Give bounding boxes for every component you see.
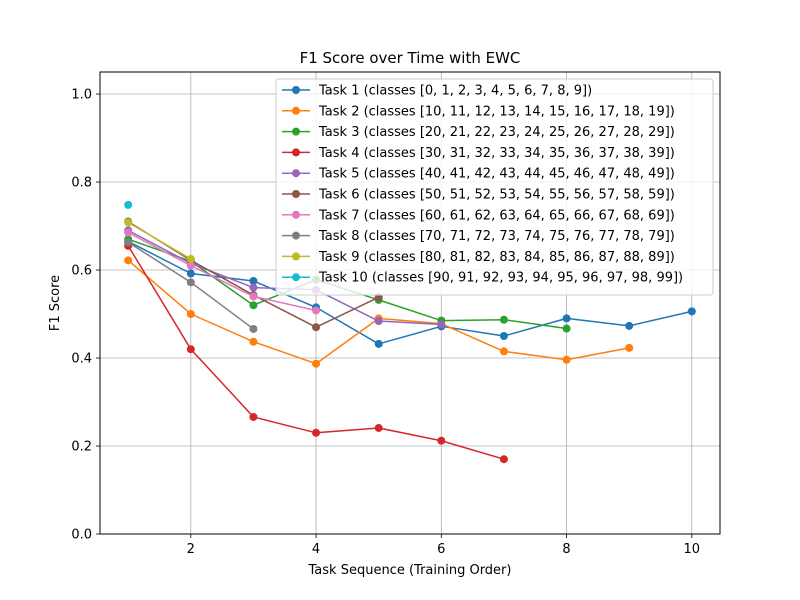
y-tick-label: 0.0 bbox=[71, 528, 92, 543]
series-line bbox=[127, 231, 317, 312]
data-point bbox=[499, 332, 508, 340]
legend-label: Task 7 (classes [60, 61, 62, 63, 64, 65,… bbox=[318, 208, 675, 223]
legend-marker bbox=[292, 252, 300, 261]
data-point bbox=[499, 455, 508, 464]
x-tick-label: 2 bbox=[187, 542, 195, 557]
legend-marker bbox=[292, 190, 300, 198]
data-point bbox=[249, 283, 258, 292]
series-task-10 bbox=[124, 200, 133, 209]
data-point bbox=[124, 238, 133, 247]
y-tick-label: 0.2 bbox=[71, 440, 92, 455]
y-axis-title: F1 Score bbox=[48, 275, 63, 331]
data-point bbox=[249, 337, 258, 346]
legend-label: Task 1 (classes [0, 1, 2, 3, 4, 5, 6, 7,… bbox=[318, 84, 592, 99]
legend-label: Task 8 (classes [70, 71, 72, 73, 74, 75,… bbox=[318, 229, 675, 244]
data-point bbox=[687, 307, 696, 316]
series-task-8 bbox=[124, 238, 258, 333]
x-axis-title: Task Sequence (Training Order) bbox=[308, 563, 512, 578]
legend-item: Task 7 (classes [60, 61, 62, 63, 64, 65,… bbox=[282, 208, 675, 223]
data-point bbox=[249, 412, 258, 421]
legend-label: Task 4 (classes [30, 31, 32, 33, 34, 35,… bbox=[318, 146, 675, 161]
data-point bbox=[249, 292, 258, 301]
legend-marker bbox=[292, 86, 300, 94]
legend-label: Task 9 (classes [80, 81, 82, 83, 84, 85,… bbox=[318, 250, 675, 265]
data-point bbox=[249, 301, 258, 310]
legend-item: Task 1 (classes [0, 1, 2, 3, 4, 5, 6, 7,… bbox=[282, 84, 592, 99]
y-tick-label: 0.6 bbox=[71, 264, 92, 279]
legend-item: Task 9 (classes [80, 81, 82, 83, 84, 85,… bbox=[282, 250, 675, 265]
data-point bbox=[124, 218, 133, 227]
legend-item: Task 5 (classes [40, 41, 42, 43, 44, 45,… bbox=[282, 167, 675, 182]
data-point bbox=[374, 317, 383, 326]
data-point bbox=[625, 343, 634, 352]
legend-item: Task 2 (classes [10, 11, 12, 13, 14, 15,… bbox=[282, 104, 675, 119]
y-tick-label: 0.8 bbox=[71, 176, 92, 191]
data-point bbox=[186, 278, 195, 287]
data-point bbox=[186, 255, 195, 263]
x-tick-label: 4 bbox=[312, 542, 320, 557]
legend-marker bbox=[292, 273, 300, 282]
series-task-4 bbox=[124, 241, 508, 464]
series-layer bbox=[124, 200, 696, 464]
legend-box bbox=[275, 78, 714, 296]
data-point bbox=[562, 355, 571, 364]
data-point bbox=[124, 256, 133, 265]
data-point bbox=[124, 228, 133, 237]
data-point bbox=[312, 306, 321, 315]
data-point bbox=[625, 321, 634, 330]
data-point bbox=[562, 324, 571, 333]
legend-item: Task 6 (classes [50, 51, 52, 53, 54, 55,… bbox=[282, 188, 675, 203]
legend-item: Task 10 (classes [90, 91, 92, 93, 94, 95… bbox=[282, 271, 683, 286]
data-point bbox=[374, 423, 383, 432]
y-tick-label: 0.4 bbox=[71, 352, 92, 367]
data-point bbox=[186, 261, 195, 270]
data-point bbox=[374, 339, 383, 348]
data-point bbox=[499, 315, 508, 324]
series-task-9 bbox=[124, 218, 195, 263]
data-point bbox=[562, 314, 571, 323]
legend-item: Task 4 (classes [30, 31, 32, 33, 34, 35,… bbox=[282, 146, 675, 161]
series-line bbox=[127, 221, 192, 260]
data-point bbox=[249, 277, 258, 285]
data-point bbox=[186, 269, 195, 278]
data-point bbox=[312, 323, 321, 332]
x-tick-label: 10 bbox=[684, 542, 701, 557]
chart-title: F1 Score over Time with EWC bbox=[300, 49, 521, 67]
legend-item: Task 8 (classes [70, 71, 72, 73, 74, 75,… bbox=[282, 229, 675, 244]
data-point bbox=[186, 310, 195, 318]
legend-marker bbox=[292, 106, 300, 115]
legend-label: Task 10 (classes [90, 91, 92, 93, 94, 95… bbox=[318, 271, 683, 286]
legend-marker bbox=[292, 148, 300, 157]
data-point bbox=[312, 359, 321, 368]
data-point bbox=[499, 347, 508, 356]
ticks: 2 4 6 8 10 0.0 0.2 0.4 0.6 0.8 1.0 bbox=[71, 88, 700, 558]
legend: Task 1 (classes [0, 1, 2, 3, 4, 5, 6, 7,… bbox=[275, 78, 714, 296]
legend-label: Task 3 (classes [20, 21, 22, 23, 24, 25,… bbox=[318, 125, 675, 140]
legend-marker bbox=[292, 169, 300, 178]
legend-marker bbox=[292, 127, 300, 136]
data-point bbox=[124, 200, 133, 209]
data-point bbox=[249, 324, 258, 333]
plot-frame bbox=[99, 71, 721, 535]
legend-marker bbox=[292, 231, 300, 240]
x-tick-label: 6 bbox=[437, 542, 445, 557]
data-point bbox=[186, 345, 195, 354]
legend-marker bbox=[292, 210, 300, 219]
data-point bbox=[437, 320, 446, 329]
y-tick-label: 1.0 bbox=[71, 88, 92, 103]
legend-label: Task 2 (classes [10, 11, 12, 13, 14, 15,… bbox=[318, 104, 675, 119]
series-task-7 bbox=[124, 228, 321, 315]
data-point bbox=[312, 428, 321, 437]
x-tick-label: 8 bbox=[562, 542, 570, 557]
legend-label: Task 5 (classes [40, 41, 42, 43, 44, 45,… bbox=[318, 167, 675, 182]
legend-label: Task 6 (classes [50, 51, 52, 53, 54, 55,… bbox=[318, 188, 675, 203]
legend-item: Task 3 (classes [20, 21, 22, 23, 24, 25,… bbox=[282, 125, 675, 140]
data-point bbox=[437, 436, 446, 445]
